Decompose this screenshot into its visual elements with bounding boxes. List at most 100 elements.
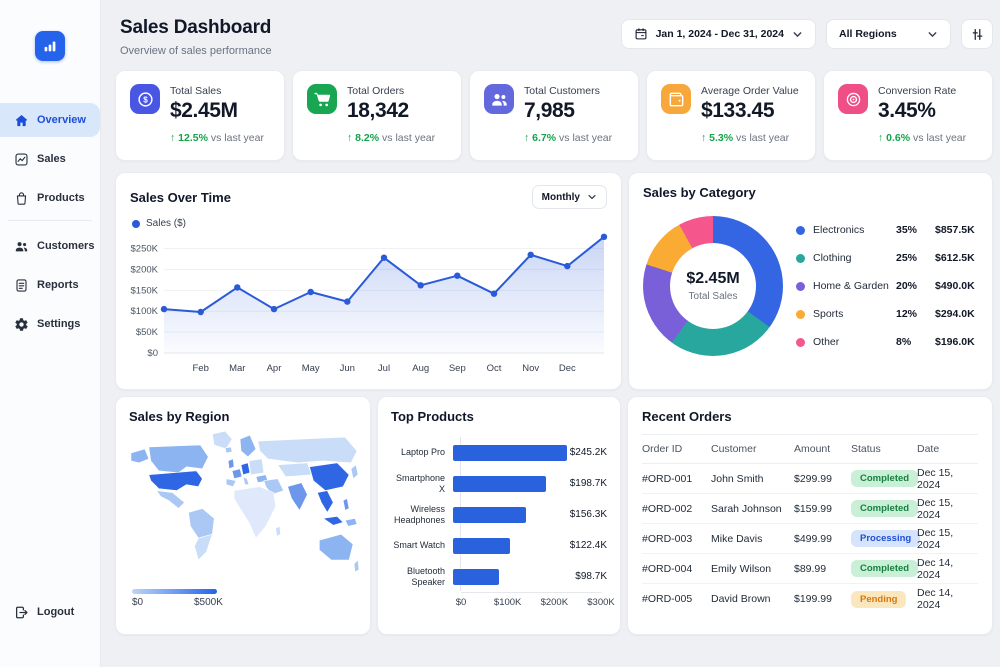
kpi-value: 7,985	[524, 99, 575, 122]
map-scale-min: $0	[132, 597, 144, 608]
svg-text:Mar: Mar	[229, 363, 245, 374]
status-badge: Completed	[851, 500, 919, 517]
order-customer: Mike Davis	[711, 532, 763, 545]
order-id: #ORD-001	[642, 472, 693, 485]
product-name: Smart Watch	[393, 540, 445, 551]
order-date: Dec 15, 2024	[917, 496, 954, 521]
order-id: #ORD-002	[642, 502, 693, 515]
product-bar	[453, 475, 546, 492]
order-row-ord-003: #ORD-003 Mike Davis $499.99 Processing Dec 1…	[642, 524, 978, 554]
order-date: Dec 15, 2024	[917, 526, 954, 551]
category-amount: $612.5K	[935, 252, 975, 264]
order-row-ord-004: #ORD-004 Emily Wilson $89.99 Completed Dec 1…	[642, 554, 978, 584]
svg-text:Sep: Sep	[449, 363, 466, 374]
kpi-value: 18,342	[347, 99, 409, 122]
svg-text:Apr: Apr	[267, 363, 282, 374]
svg-text:Jul: Jul	[378, 363, 390, 374]
svg-text:Aug: Aug	[412, 363, 429, 374]
order-row-ord-005: #ORD-005 David Brown $199.99 Pending Dec 14,…	[642, 584, 978, 614]
sidebar-item-overview[interactable]: Overview	[0, 103, 100, 137]
kpi-card-total-orders: Total Orders 18,342 ↑ 8.2% vs last year	[292, 70, 462, 161]
donut-center: $2.45M Total Sales	[670, 243, 756, 329]
kpi-label: Conversion Rate	[878, 85, 957, 97]
product-bar	[453, 537, 510, 554]
kpi-value: $2.45M	[170, 99, 238, 122]
sidebar-item-products[interactable]: Products	[0, 181, 100, 215]
page-title: Sales Dashboard	[120, 17, 272, 38]
line-legend: Sales ($)	[132, 218, 607, 229]
page-subtitle: Overview of sales performance	[120, 45, 272, 57]
svg-text:$0: $0	[147, 348, 158, 359]
product-value: $156.3K	[569, 508, 607, 520]
period-select[interactable]: Monthly	[531, 185, 607, 209]
category-percent: 20%	[896, 280, 918, 292]
recent-orders-card: Recent Orders Order ID Customer Amount Stat…	[627, 396, 993, 635]
category-legend-row: Sports 12% $294.0K	[796, 300, 978, 328]
category-legend-row: Home & Garden 20% $490.0K	[796, 272, 978, 300]
category-legend-row: Other 8% $196.0K	[796, 328, 978, 356]
header-controls: Jan 1, 2024 - Dec 31, 2024 All Regions	[620, 19, 993, 49]
product-bar	[453, 506, 526, 523]
series-dot-icon	[132, 219, 140, 228]
kpi-value: 3.45%	[878, 99, 936, 122]
sidebar-item-label: Overview	[37, 114, 86, 126]
product-value: $122.4K	[569, 539, 607, 551]
bar-axis-tick: $100K	[493, 597, 522, 608]
orders-table-header: Order ID Customer Amount Status Date	[642, 435, 978, 464]
map-scale-gradient	[132, 589, 217, 594]
region-select[interactable]: All Regions	[826, 19, 951, 49]
filter-button[interactable]	[961, 19, 993, 49]
order-amount: $159.99	[794, 502, 832, 515]
kpi-card-conversion-rate: Conversion Rate 3.45% ↑ 0.6% vs last year	[823, 70, 993, 161]
sales-over-time-card: Sales Over Time Monthly Sales ($) $0 $50K…	[115, 172, 622, 390]
product-name: Laptop Pro	[400, 447, 445, 458]
wallet-icon	[661, 84, 691, 114]
sidebar-item-reports[interactable]: Reports	[0, 268, 100, 302]
sidebar-nav: Overview Sales Products Customers Reports Set…	[0, 103, 100, 346]
product-value: $198.7K	[569, 477, 607, 489]
date-range-picker[interactable]: Jan 1, 2024 - Dec 31, 2024	[620, 19, 816, 49]
kpi-change: ↑ 0.6% vs last year	[878, 132, 967, 144]
cart-icon	[307, 84, 337, 114]
product-name: Bluetooth Speaker	[406, 566, 445, 587]
svg-text:$150K: $150K	[131, 285, 159, 296]
order-customer: John Smith	[711, 472, 764, 485]
document-icon	[14, 278, 29, 293]
kpi-card-total-sales: $ Total Sales $2.45M ↑ 12.5% vs last year	[115, 70, 285, 161]
map-scale-labels: $0 $500K	[132, 597, 357, 609]
bag-icon	[14, 191, 29, 206]
status-badge: Processing	[851, 530, 921, 547]
orders-table-body: #ORD-001 John Smith $299.99 Completed Dec 15…	[642, 464, 978, 614]
sales-by-region-title: Sales by Region	[129, 409, 230, 424]
series-label: Sales ($)	[146, 218, 187, 229]
sliders-icon	[970, 27, 985, 42]
svg-text:$50K: $50K	[136, 327, 159, 338]
sidebar-item-label: Settings	[37, 318, 81, 330]
chevron-down-icon	[792, 29, 803, 40]
category-name: Other	[813, 336, 840, 348]
world-map-choropleth	[129, 428, 360, 582]
order-id: #ORD-004	[642, 562, 693, 575]
category-name: Sports	[813, 308, 844, 320]
order-row-ord-002: #ORD-002 Sarah Johnson $159.99 Completed Dec…	[642, 494, 978, 524]
region-value: All Regions	[839, 28, 897, 40]
sidebar-item-logout[interactable]: Logout	[0, 595, 100, 629]
sidebar-item-customers[interactable]: Customers	[0, 229, 100, 263]
sidebar-item-sales[interactable]: Sales	[0, 142, 100, 176]
calendar-icon	[634, 27, 648, 41]
category-amount: $196.0K	[935, 336, 975, 348]
svg-text:Feb: Feb	[193, 363, 209, 374]
app-logo-bar-chart-icon	[35, 31, 65, 61]
category-legend-row: Clothing 25% $612.5K	[796, 244, 978, 272]
order-customer: David Brown	[711, 593, 771, 605]
main-content: Sales Dashboard Overview of sales perfor…	[101, 0, 1000, 667]
sidebar-item-settings[interactable]: Settings	[0, 307, 100, 341]
order-amount: $199.99	[794, 593, 832, 605]
order-date: Dec 14, 2024	[917, 556, 954, 581]
orders-column-header: Customer	[711, 443, 757, 455]
orders-column-header: Status	[851, 443, 881, 455]
product-bar	[453, 568, 499, 585]
product-value: $245.2K	[569, 446, 607, 458]
category-dot-icon	[796, 281, 805, 291]
